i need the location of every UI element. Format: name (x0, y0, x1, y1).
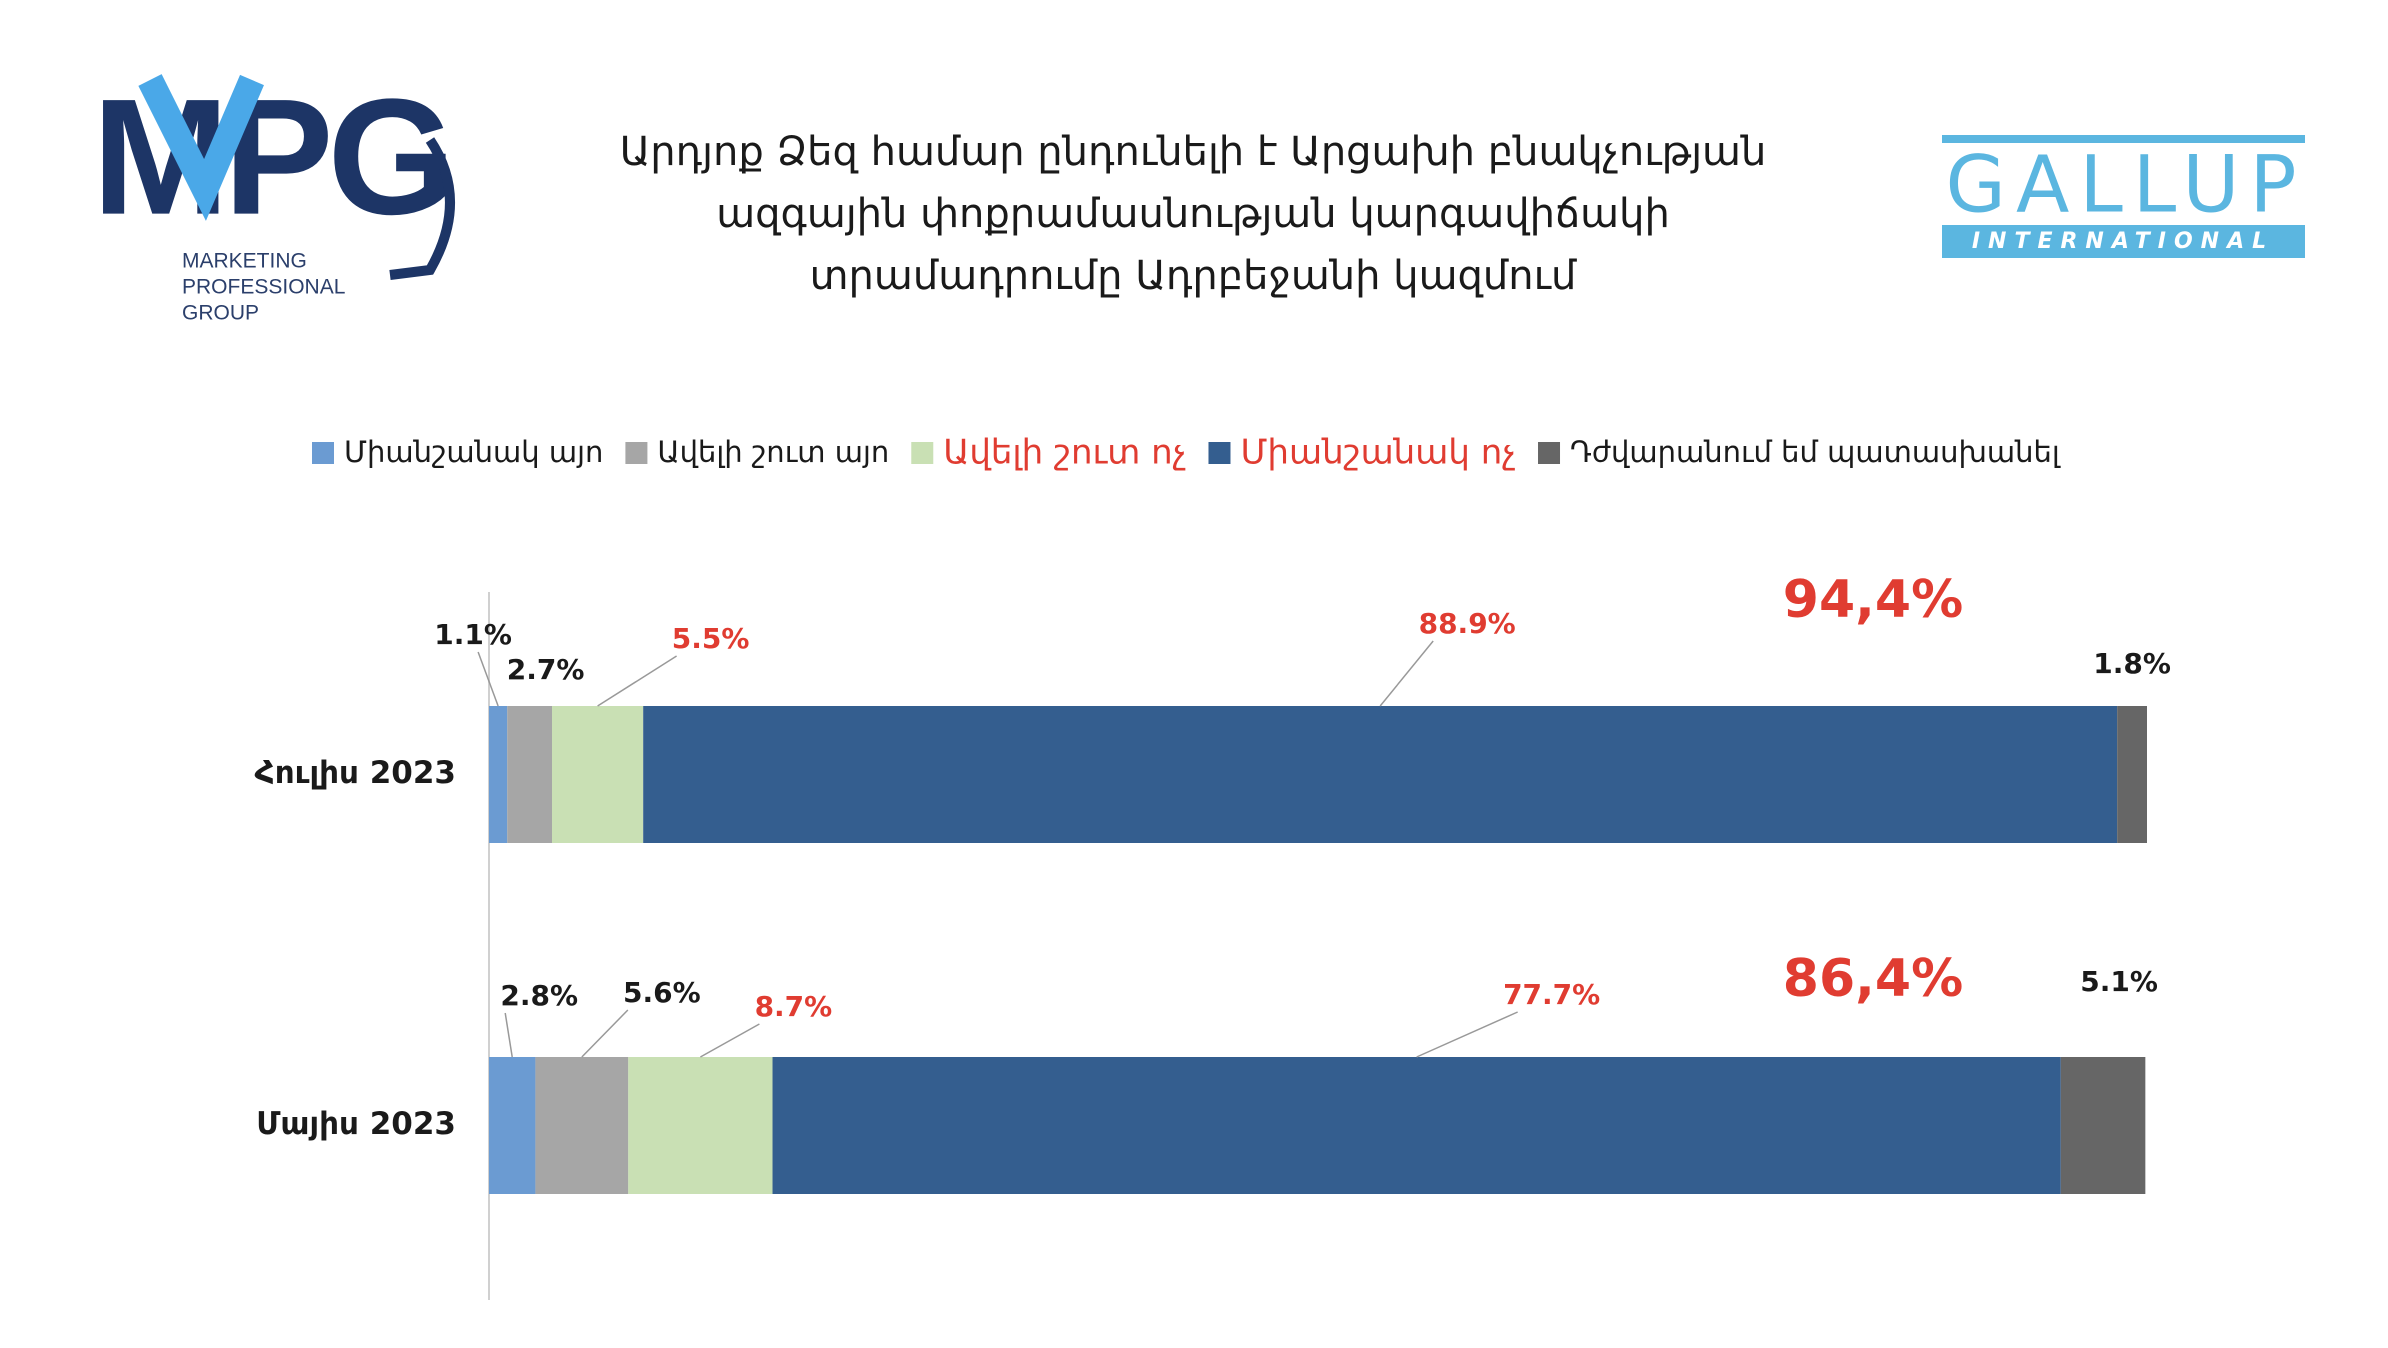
leader-line (1416, 1011, 1518, 1058)
legend-swatch (1538, 442, 1561, 464)
logo-mpg: MPG MARKETING PROFESSIONAL GROUP (92, 65, 456, 325)
bar-segment (643, 706, 2118, 843)
chart-title: Արդյոք Ձեզ համար ընդունելի է Արցախի բնակ… (620, 129, 1767, 175)
leader-line (597, 655, 678, 707)
logo-line: PROFESSIONAL (182, 276, 345, 299)
bar-segment (507, 706, 553, 843)
logo-band (1942, 225, 2305, 258)
category-label: Հուլիս 2023 (255, 755, 456, 791)
bar-segment (772, 1057, 2061, 1194)
bar-segment (489, 1057, 536, 1194)
leader-line (504, 1012, 513, 1058)
annotation: 86,4% (1783, 949, 1963, 1009)
logo-accent (138, 74, 264, 221)
value-label: 5.6% (623, 976, 701, 1009)
legend-swatch (625, 442, 648, 464)
legend-label: Միանշանակ այո (344, 435, 603, 469)
bar-segment (535, 1057, 629, 1194)
logo-line: GROUP (182, 302, 259, 325)
legend-label: Ավելի շուտ այո (657, 435, 889, 469)
bar-segment (2117, 706, 2147, 843)
leader-line (1379, 640, 1434, 707)
leader-line (581, 1009, 629, 1058)
legend-swatch (1208, 442, 1231, 464)
legend-swatch (911, 442, 934, 464)
value-label: 5.1% (2080, 965, 2158, 998)
value-label: 1.1% (434, 618, 512, 651)
legend-label: Ավելի շուտ ոչ (943, 433, 1186, 473)
chart-title: տրամադրումը Ադրբեջանի կազմում (810, 253, 1577, 299)
legend-label: Միանշանակ ոչ (1240, 433, 1516, 473)
value-label: 88.9% (1419, 607, 1516, 640)
bar-segment (489, 706, 508, 843)
value-label: 5.5% (672, 622, 750, 655)
value-label: 2.8% (500, 979, 578, 1012)
logo-band-text: INTERNATIONAL (1972, 229, 2274, 254)
logo-text: GALLUP (1946, 140, 2301, 230)
annotation: 94,4% (1783, 570, 1963, 630)
leader-line (477, 651, 499, 707)
value-label: 8.7% (755, 990, 833, 1023)
chart-title: ազգային փոքրամասնության կարգավիճակի (716, 191, 1670, 237)
logo-headset (389, 137, 455, 280)
logo-rule (1942, 135, 2305, 143)
logo-gallup: GALLUP INTERNATIONAL (1942, 135, 2305, 258)
bar-segment (552, 706, 644, 843)
category-label: Մայիս 2023 (256, 1106, 456, 1142)
bar-segment (628, 1057, 773, 1194)
legend: Միանշանակ այո Ավելի շուտ այո Ավելի շուտ ոչ… (312, 433, 2061, 473)
value-label: 1.8% (2093, 647, 2171, 680)
legend-label: Դժվարանում եմ պատասխանել (1570, 435, 2061, 469)
legend-swatch (312, 442, 334, 464)
plot: Հուլիս 2023 1.1%2.7% 5.5% 88.9% 1.8% 94,4% Մայ… (255, 570, 2171, 1300)
bar-segment (2060, 1057, 2146, 1194)
leader-line (700, 1023, 760, 1058)
value-label: 2.7% (507, 653, 585, 686)
value-label: 77.7% (1503, 978, 1600, 1011)
logo-line: MARKETING (182, 250, 307, 273)
title: Արդյոք Ձեզ համար ընդունելի է Արցախի բնակ… (620, 129, 1767, 299)
